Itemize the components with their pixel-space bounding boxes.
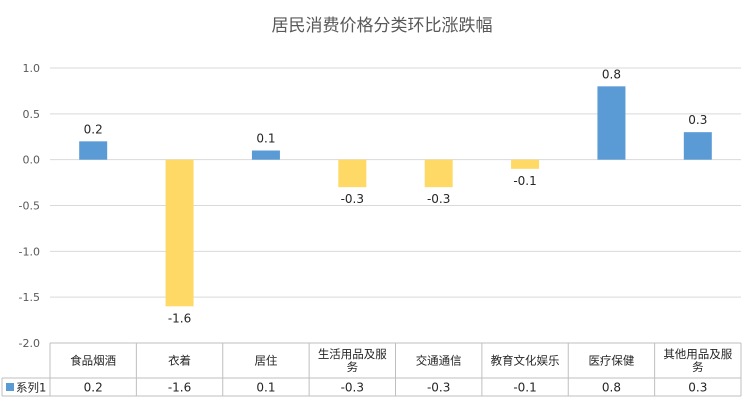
- bar: [251, 150, 280, 160]
- data-label: -1.6: [168, 311, 191, 325]
- table-value: 0.3: [688, 381, 707, 395]
- bar: [424, 159, 453, 188]
- table-value: -0.1: [513, 381, 536, 395]
- bars: [79, 86, 712, 307]
- data-label: 0.1: [256, 132, 275, 146]
- x-tick-label: 医疗保健: [588, 354, 634, 368]
- bar: [683, 132, 712, 160]
- y-tick-label: -1.0: [19, 245, 40, 258]
- x-tick-label: 衣着: [168, 354, 191, 368]
- data-label: 0.2: [84, 122, 103, 136]
- y-tick-label: 0.0: [23, 154, 41, 167]
- bar: [597, 86, 626, 160]
- chart-title: 居民消费价格分类环比涨跌幅: [272, 16, 493, 36]
- gridlines: [50, 67, 741, 344]
- x-tick-label: 居住: [254, 354, 277, 368]
- table-value: 0.1: [256, 381, 275, 395]
- data-labels: 0.2 -1.6 0.1 -0.3 -0.3 -0.1 0.8 0.3: [84, 67, 708, 325]
- x-tick-label: 生活用品及服: [318, 347, 387, 361]
- legend-swatch: [6, 383, 14, 391]
- bar: [165, 159, 194, 307]
- legend-label: 系列1: [16, 381, 46, 395]
- x-tick-label: 务: [692, 360, 704, 374]
- table-value: -0.3: [341, 381, 364, 395]
- x-tick-label: 教育文化娱乐: [491, 354, 560, 368]
- data-label: -0.3: [427, 192, 450, 206]
- data-label: -0.1: [513, 174, 536, 188]
- y-tick-label: -2.0: [19, 337, 40, 350]
- data-label: 0.8: [602, 67, 621, 81]
- bar: [338, 159, 367, 188]
- table-value: -1.6: [168, 381, 191, 395]
- y-tick-label: -0.5: [19, 200, 40, 213]
- data-label: 0.3: [688, 113, 707, 127]
- table-value: -0.3: [427, 381, 450, 395]
- y-axis: 1.0 0.5 0.0 -0.5 -1.0 -1.5 -2.0: [19, 62, 40, 350]
- y-tick-label: 1.0: [23, 62, 41, 75]
- table-value: 0.2: [84, 381, 103, 395]
- y-tick-label: -1.5: [19, 291, 40, 304]
- x-tick-label: 务: [347, 360, 359, 374]
- x-tick-label: 食品烟酒: [70, 354, 116, 368]
- table-value: 0.8: [602, 381, 621, 395]
- y-tick-label: 0.5: [23, 108, 41, 121]
- bar: [79, 141, 108, 160]
- x-tick-label: 其他用品及服: [663, 347, 732, 361]
- bar: [511, 159, 540, 169]
- data-label: -0.3: [341, 192, 364, 206]
- x-tick-label: 交通通信: [416, 354, 462, 368]
